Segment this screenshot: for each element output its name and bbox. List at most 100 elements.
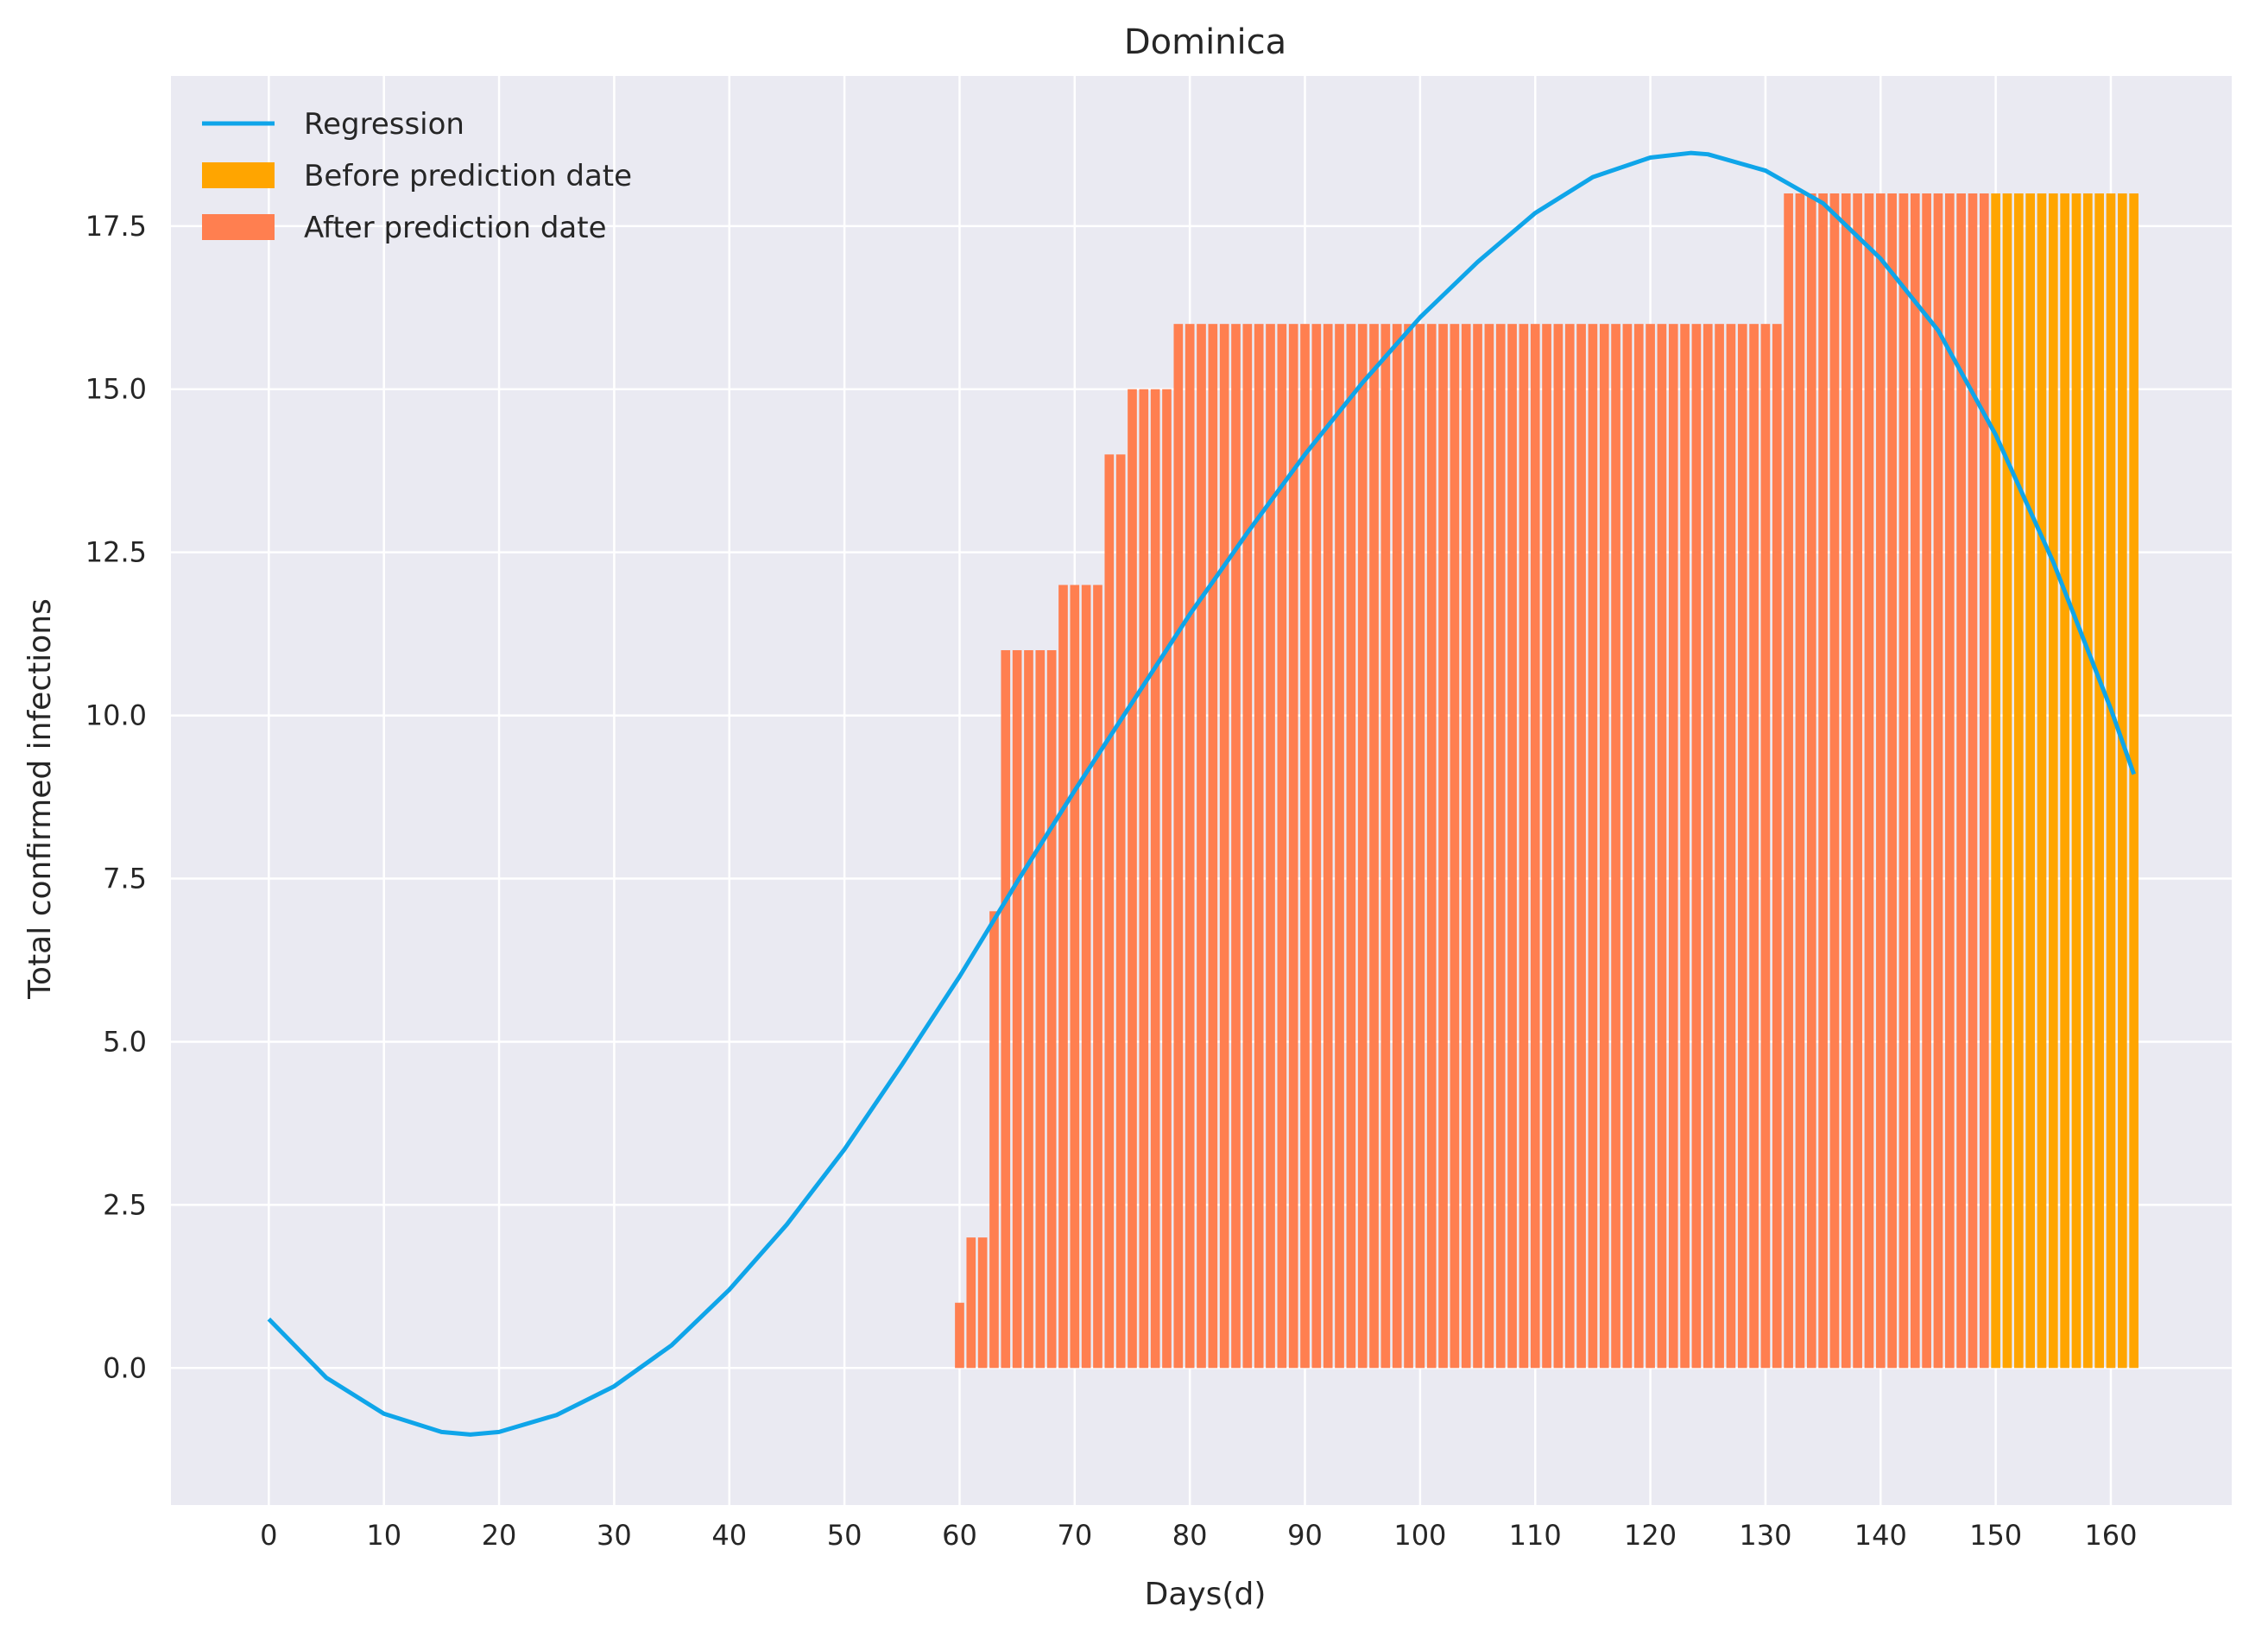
bar-after-prediction-date [1495,324,1506,1369]
bar-after-prediction-date [1922,193,1931,1369]
x-tick-label: 30 [597,1519,632,1552]
x-tick-label: 90 [1287,1519,1323,1552]
bar-after-prediction-date [977,1237,988,1369]
bar-after-prediction-date [1680,324,1690,1369]
bar-after-prediction-date [1266,324,1275,1369]
bar-after-prediction-date [1806,193,1816,1369]
bar-after-prediction-date [1864,193,1874,1369]
bar-after-prediction-date [1335,324,1344,1369]
legend: Regression Before prediction date After … [202,107,632,245]
bar-before-prediction-date [2082,193,2093,1369]
bar-after-prediction-date [955,1302,964,1369]
bar-after-prediction-date [1426,324,1437,1369]
regression-line [267,150,2137,1437]
bar-after-prediction-date [1956,193,1966,1369]
bar-after-prediction-date [1185,324,1195,1369]
bar-after-prediction-date [1115,454,1126,1369]
bar-after-prediction-date [1898,193,1909,1369]
bar-after-prediction-date [1139,389,1149,1369]
bar-after-prediction-date [1875,193,1886,1369]
bar-before-prediction-date [1991,193,2000,1369]
bar-after-prediction-date [1818,193,1828,1369]
bar-after-prediction-date [1749,324,1759,1369]
bar-after-prediction-date [1772,324,1782,1369]
y-tick-label: 7.5 [103,863,147,895]
bar-after-prediction-date [1968,193,1978,1369]
bar-after-prediction-date [1081,585,1091,1369]
bar-after-prediction-date [1795,193,1805,1369]
bar-after-prediction-date [1128,389,1137,1369]
x-tick-label: 60 [942,1519,977,1552]
bar-after-prediction-date [1369,324,1379,1369]
bar-after-prediction-date [1254,324,1264,1369]
x-axis-label: Days(d) [1145,1577,1267,1612]
bar-after-prediction-date [1553,324,1564,1369]
y-axis-label: Total confirmed infections [22,598,58,1000]
bar-after-prediction-date [1646,324,1655,1369]
x-tick-label: 140 [1854,1519,1907,1552]
x-tick-label: 120 [1624,1519,1677,1552]
bar-before-prediction-date [2048,193,2058,1369]
bar-after-prediction-date [1311,324,1322,1369]
bar-after-prediction-date [1242,324,1253,1369]
x-tick-label: 160 [2084,1519,2137,1552]
bar-after-prediction-date [1357,324,1368,1369]
bar-after-prediction-date [1507,324,1517,1369]
bar-after-prediction-date [1392,324,1402,1369]
bar-after-prediction-date [1104,454,1115,1369]
bar-after-prediction-date [1530,324,1540,1369]
bar-after-prediction-date [1691,324,1702,1369]
bar-before-prediction-date [2037,193,2047,1369]
bar-before-prediction-date [2013,193,2024,1369]
bar-after-prediction-date [1542,324,1551,1369]
bar-after-prediction-date [1910,193,1920,1369]
bar-after-prediction-date [1197,324,1206,1369]
bar-after-prediction-date [1001,650,1011,1369]
bar-after-prediction-date [1564,324,1575,1369]
bar-before-prediction-date [2071,193,2082,1369]
bar-after-prediction-date [1668,324,1678,1369]
legend-swatch-after [202,214,275,240]
bar-after-prediction-date [1588,324,1598,1369]
bar-after-prediction-date [1703,324,1713,1369]
y-tick-label: 10.0 [85,699,147,732]
bar-after-prediction-date [1784,193,1793,1369]
bar-after-prediction-date [1450,324,1460,1369]
x-tick-label: 150 [1969,1519,2022,1552]
x-tick-label: 0 [260,1519,277,1552]
bar-before-prediction-date [2025,193,2035,1369]
bar-after-prediction-date [1461,324,1471,1369]
y-tick-label: 5.0 [103,1025,147,1058]
bar-after-prediction-date [1611,324,1620,1369]
x-tick-label: 70 [1057,1519,1092,1552]
bar-after-prediction-date [1058,585,1068,1369]
bars [955,193,2138,1369]
bar-after-prediction-date [1070,585,1080,1369]
bar-before-prediction-date [2106,193,2116,1369]
bar-after-prediction-date [1519,324,1529,1369]
x-tick-label: 130 [1739,1519,1791,1552]
y-tick-label: 12.5 [85,536,147,569]
bar-after-prediction-date [1231,324,1241,1369]
bar-after-prediction-date [1035,650,1046,1369]
legend-label-after: After prediction date [304,211,607,245]
bar-after-prediction-date [1219,324,1229,1369]
bar-after-prediction-date [1473,324,1482,1369]
bar-after-prediction-date [1841,193,1851,1369]
bar-before-prediction-date [2129,193,2138,1369]
x-tick-label: 110 [1509,1519,1562,1552]
bar-after-prediction-date [1979,193,1989,1369]
bar-after-prediction-date [1576,324,1586,1369]
bar-after-prediction-date [1150,389,1160,1369]
bar-after-prediction-date [1024,650,1033,1369]
bar-after-prediction-date [1887,193,1897,1369]
bar-after-prediction-date [1404,324,1413,1369]
bar-after-prediction-date [1346,324,1356,1369]
bar-after-prediction-date [1046,650,1057,1369]
legend-swatch-before [202,162,275,188]
bar-after-prediction-date [1208,324,1218,1369]
bar-after-prediction-date [1657,324,1667,1369]
y-tick-label: 17.5 [85,210,147,243]
bar-after-prediction-date [1277,324,1287,1369]
bar-after-prediction-date [1300,324,1310,1369]
